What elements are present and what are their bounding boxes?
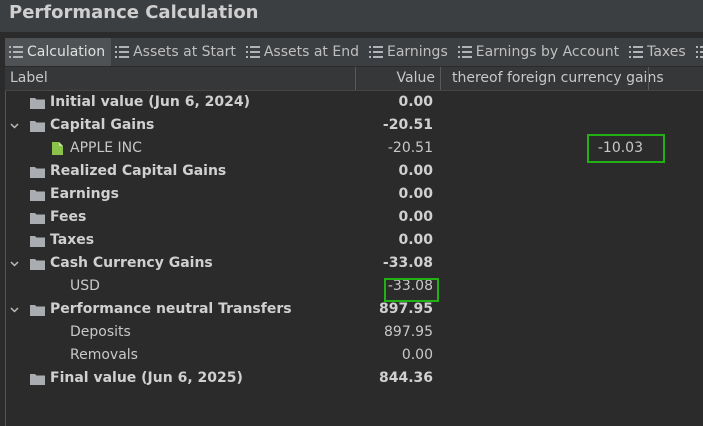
table-row[interactable]: Deposits 897.95 bbox=[5, 321, 703, 344]
row-label: Taxes bbox=[50, 232, 95, 248]
row-label: Final value (Jun 6, 2025) bbox=[50, 370, 243, 386]
table-row[interactable]: Earnings 0.00 bbox=[5, 183, 703, 206]
column-header[interactable]: Label bbox=[10, 70, 48, 86]
tab-label: Earnings bbox=[386, 44, 448, 60]
column-divider bbox=[355, 67, 356, 90]
table-row[interactable]: Performance neutral Transfers 897.95 bbox=[5, 298, 703, 321]
table-row[interactable]: Final value (Jun 6, 2025) 844.36 bbox=[5, 367, 703, 390]
row-label: Realized Capital Gains bbox=[50, 163, 227, 179]
tab-bar: Calculation Assets at Start Assets at End E… bbox=[5, 38, 703, 66]
table-row[interactable]: Removals 0.00 bbox=[5, 344, 703, 367]
tab[interactable]: Calculation bbox=[5, 38, 112, 66]
list-icon bbox=[629, 46, 644, 58]
row-foreign-gain: -10.03 bbox=[597, 140, 643, 156]
row-value: -20.51 bbox=[387, 140, 433, 156]
tab-label: Taxes bbox=[647, 44, 686, 60]
folder-icon bbox=[30, 167, 45, 178]
tab[interactable]: Fe bbox=[692, 38, 703, 66]
row-value: -33.08 bbox=[387, 278, 433, 294]
list-icon bbox=[115, 46, 130, 58]
table-row[interactable]: Fees 0.00 bbox=[5, 206, 703, 229]
column-divider bbox=[648, 67, 649, 90]
border bbox=[5, 67, 6, 426]
row-value: -33.08 bbox=[382, 255, 433, 271]
folder-icon bbox=[30, 236, 45, 247]
list-icon bbox=[457, 46, 472, 58]
tab[interactable]: Assets at End bbox=[242, 38, 365, 66]
list-icon bbox=[245, 46, 260, 58]
folder-icon bbox=[30, 98, 45, 109]
folder-icon bbox=[30, 213, 45, 224]
folder-icon bbox=[30, 374, 45, 385]
row-value: -20.51 bbox=[382, 117, 433, 133]
row-value: 0.00 bbox=[398, 186, 433, 202]
tab[interactable]: Earnings bbox=[365, 38, 454, 66]
tab[interactable]: Assets at Start bbox=[111, 38, 242, 66]
row-label: Earnings bbox=[50, 186, 120, 202]
folder-icon bbox=[30, 305, 45, 316]
row-value: 0.00 bbox=[398, 209, 433, 225]
row-value: 0.00 bbox=[398, 94, 433, 110]
tab-label: Assets at Start bbox=[133, 44, 236, 60]
column-divider bbox=[440, 67, 441, 90]
file-icon bbox=[52, 142, 63, 155]
list-icon bbox=[695, 46, 703, 58]
expand-toggle[interactable] bbox=[10, 123, 19, 129]
row-label: Removals bbox=[70, 347, 138, 363]
row-label: Performance neutral Transfers bbox=[50, 301, 292, 317]
tab[interactable]: Taxes bbox=[625, 38, 692, 66]
tab-label: Calculation bbox=[27, 44, 106, 60]
list-icon bbox=[368, 46, 383, 58]
table-row[interactable]: Realized Capital Gains 0.00 bbox=[5, 160, 703, 183]
highlight-box bbox=[384, 278, 439, 302]
table-row[interactable]: USD -33.08 bbox=[5, 275, 703, 298]
tab-label: Assets at End bbox=[263, 44, 359, 60]
table-row[interactable]: Initial value (Jun 6, 2024) 0.00 bbox=[5, 91, 703, 114]
tab-label: Earnings by Account bbox=[475, 44, 620, 60]
table-header: Label Value thereof foreign currency gai… bbox=[5, 67, 703, 91]
row-value: 0.00 bbox=[401, 347, 433, 363]
tab[interactable]: Earnings by Account bbox=[454, 38, 625, 66]
list-icon bbox=[9, 46, 23, 58]
folder-icon bbox=[30, 259, 45, 270]
table-row[interactable]: Capital Gains -20.51 bbox=[5, 114, 703, 137]
row-value: 0.00 bbox=[398, 163, 433, 179]
row-label: APPLE INC bbox=[70, 140, 142, 156]
folder-icon bbox=[30, 190, 45, 201]
column-header[interactable]: thereof foreign currency gains bbox=[452, 70, 664, 86]
folder-icon bbox=[30, 121, 45, 132]
row-value: 844.36 bbox=[378, 370, 433, 386]
column-header[interactable]: Value bbox=[396, 70, 435, 86]
row-label: Fees bbox=[50, 209, 87, 225]
table-row[interactable]: Taxes 0.00 bbox=[5, 229, 703, 252]
row-value: 897.95 bbox=[384, 324, 433, 340]
table-row[interactable]: Cash Currency Gains -33.08 bbox=[5, 252, 703, 275]
view-title: Performance Calculation bbox=[0, 0, 703, 32]
expand-toggle[interactable] bbox=[10, 261, 19, 267]
row-label: Capital Gains bbox=[50, 117, 155, 133]
expand-toggle[interactable] bbox=[10, 307, 19, 313]
row-label: Initial value (Jun 6, 2024) bbox=[50, 94, 251, 110]
row-label: Deposits bbox=[70, 324, 131, 340]
highlight-box bbox=[587, 134, 665, 163]
row-label: USD bbox=[70, 278, 100, 294]
table-row[interactable]: APPLE INC -20.51 -10.03 bbox=[5, 137, 703, 160]
row-value: 897.95 bbox=[378, 301, 433, 317]
row-value: 0.00 bbox=[398, 232, 433, 248]
row-label: Cash Currency Gains bbox=[50, 255, 213, 271]
